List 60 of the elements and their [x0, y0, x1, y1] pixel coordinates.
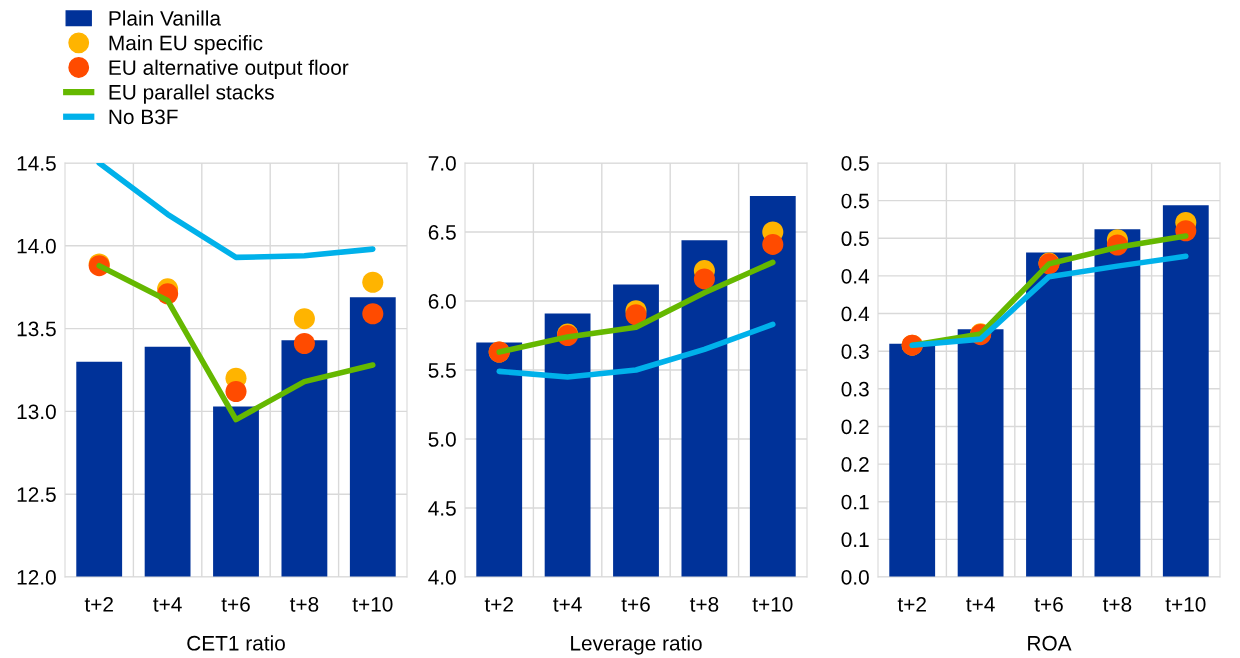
- x-tick-label: t+6: [621, 596, 650, 612]
- y-tick-label: 0.4: [841, 268, 870, 284]
- y-tick-label: 0.2: [841, 419, 869, 435]
- x-axis-title: ROA: [1028, 635, 1072, 651]
- point: [225, 381, 247, 403]
- legend-label: EU alternative output floor: [109, 59, 349, 80]
- y-tick-label: 13.5: [17, 321, 56, 337]
- x-axis-title: CET1 ratio: [187, 635, 285, 651]
- point: [762, 233, 784, 255]
- y-tick-label: 12.5: [17, 487, 56, 502]
- x-tick-label: t+10: [352, 596, 393, 612]
- y-tick-label: 5.5: [428, 363, 456, 378]
- point: [693, 268, 715, 290]
- y-tick-label: 0.3: [841, 344, 869, 359]
- bar: [1162, 205, 1209, 577]
- y-tick-label: 0.1: [841, 494, 869, 510]
- point: [362, 271, 384, 293]
- legend-label: EU parallel stacks: [109, 84, 274, 104]
- y-tick-label: 6.5: [428, 225, 456, 240]
- bar: [957, 329, 1004, 577]
- x-tick-label: t+8: [1102, 596, 1132, 612]
- y-tick-label: 4.0: [428, 570, 456, 585]
- point: [293, 308, 315, 330]
- bar: [1094, 229, 1141, 577]
- legend-label: Plain Vanilla: [109, 10, 221, 26]
- y-tick-label: 14.0: [17, 238, 56, 254]
- y-tick-label: 0.5: [841, 156, 869, 171]
- y-tick-label: 13.0: [17, 404, 56, 420]
- point: [293, 332, 315, 355]
- y-tick-label: 0.0: [841, 570, 869, 585]
- x-tick-label: t+4: [966, 597, 995, 612]
- x-tick-label: t+6: [1034, 596, 1063, 612]
- x-tick-label: t+2: [484, 596, 513, 612]
- legend-label: Main EU specific: [109, 35, 263, 55]
- y-tick-label: 0.5: [841, 193, 869, 209]
- y-tick-label: 7.0: [428, 156, 456, 171]
- x-tick-label: t+2: [84, 596, 113, 612]
- legend-label: No B3F: [109, 109, 178, 125]
- x-tick-label: t+8: [689, 596, 719, 612]
- y-tick-label: 0.5: [841, 231, 869, 247]
- y-tick-label: 5.0: [428, 432, 456, 447]
- x-tick-label: t+10: [1165, 596, 1206, 612]
- y-tick-label: 14.5: [17, 156, 56, 171]
- y-tick-label: 4.5: [428, 501, 456, 516]
- bar: [889, 343, 936, 577]
- bar: [1026, 252, 1072, 577]
- y-tick-label: 0.2: [841, 457, 869, 472]
- x-tick-label: t+4: [553, 597, 582, 612]
- y-tick-label: 12.0: [17, 570, 56, 585]
- x-tick-label: t+10: [752, 596, 793, 612]
- x-tick-label: t+6: [221, 596, 250, 612]
- x-tick-label: t+8: [289, 596, 319, 612]
- x-axis-title: Leverage ratio: [571, 635, 702, 655]
- y-tick-label: 0.4: [841, 306, 870, 322]
- x-tick-label: t+2: [897, 596, 926, 612]
- y-tick-label: 0.3: [841, 381, 869, 397]
- x-tick-label: t+4: [153, 597, 182, 612]
- y-tick-label: 0.1: [841, 532, 869, 548]
- y-tick-label: 6.0: [428, 294, 456, 309]
- point: [362, 303, 384, 325]
